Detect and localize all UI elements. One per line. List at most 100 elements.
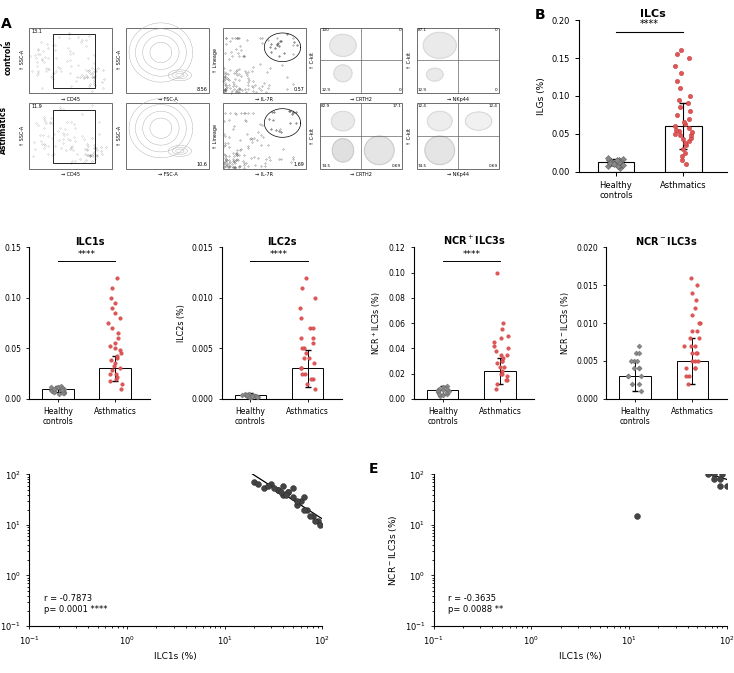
- Point: [252, 479, 264, 489]
- Point: [633, 348, 644, 359]
- Point: [299, 368, 311, 379]
- Point: [631, 511, 642, 522]
- Point: [686, 127, 698, 138]
- Point: [296, 363, 308, 374]
- Bar: [427, 390, 459, 398]
- Text: 0: 0: [495, 28, 498, 32]
- Text: → CD45: → CD45: [61, 172, 80, 178]
- Text: 0: 0: [399, 28, 401, 32]
- Point: [708, 474, 720, 485]
- Point: [653, 445, 664, 456]
- Point: [249, 390, 261, 401]
- Text: A: A: [1, 17, 12, 31]
- Text: 8.56: 8.56: [197, 87, 208, 92]
- Text: B: B: [535, 8, 545, 22]
- Point: [689, 363, 701, 374]
- Bar: [100, 369, 131, 398]
- Point: [633, 378, 644, 389]
- Point: [268, 482, 280, 493]
- Point: [437, 390, 449, 400]
- Text: 12.4: 12.4: [418, 104, 427, 108]
- Point: [433, 383, 445, 394]
- Point: [258, 482, 269, 493]
- Point: [502, 343, 514, 354]
- Y-axis label: NCR$^-$ILC3s (%): NCR$^-$ILC3s (%): [559, 291, 570, 355]
- Point: [295, 495, 307, 506]
- Point: [670, 125, 682, 135]
- Point: [676, 454, 688, 464]
- Text: ↑ SSC-A: ↑ SSC-A: [117, 126, 122, 146]
- Bar: [677, 361, 708, 398]
- Bar: [53, 34, 95, 87]
- Point: [689, 363, 701, 374]
- Point: [676, 155, 688, 166]
- Point: [310, 516, 321, 526]
- Bar: [126, 28, 208, 93]
- Point: [112, 353, 123, 363]
- Point: [692, 355, 704, 366]
- Text: → CRTH2: → CRTH2: [350, 97, 372, 102]
- Point: [246, 390, 258, 401]
- Point: [680, 363, 692, 374]
- Point: [291, 495, 303, 506]
- Point: [683, 52, 695, 63]
- Point: [683, 113, 695, 124]
- Text: 87.1: 87.1: [418, 28, 427, 32]
- Bar: [43, 388, 73, 398]
- Point: [628, 363, 639, 374]
- Text: 100: 100: [321, 28, 329, 32]
- Point: [708, 469, 720, 480]
- Point: [115, 383, 127, 394]
- Point: [676, 151, 688, 162]
- Point: [287, 482, 299, 493]
- Point: [58, 383, 70, 394]
- Point: [680, 140, 691, 151]
- Point: [110, 368, 122, 379]
- Point: [498, 318, 509, 328]
- Bar: [29, 28, 112, 93]
- Point: [305, 511, 316, 522]
- Point: [613, 154, 625, 165]
- Y-axis label: ILGs (%): ILGs (%): [537, 77, 546, 115]
- Point: [602, 153, 614, 164]
- Point: [622, 371, 634, 382]
- Point: [266, 479, 277, 489]
- Point: [610, 159, 622, 170]
- Point: [614, 162, 626, 173]
- Point: [59, 388, 70, 398]
- Point: [56, 384, 68, 395]
- Point: [675, 102, 686, 112]
- Point: [248, 477, 260, 488]
- Polygon shape: [333, 139, 354, 162]
- Bar: [484, 371, 516, 398]
- X-axis label: ILC1s (%): ILC1s (%): [559, 652, 602, 661]
- Point: [294, 303, 305, 314]
- Point: [250, 392, 262, 402]
- Text: 0.69: 0.69: [489, 164, 498, 168]
- Point: [702, 462, 714, 472]
- Point: [674, 83, 686, 94]
- Point: [684, 106, 696, 116]
- Bar: [320, 104, 402, 169]
- Bar: [619, 376, 651, 398]
- Point: [57, 382, 68, 393]
- Point: [283, 487, 294, 497]
- Point: [686, 287, 697, 298]
- Title: ILC1s: ILC1s: [75, 236, 104, 246]
- Point: [114, 312, 126, 324]
- Polygon shape: [365, 136, 394, 165]
- Point: [263, 481, 275, 491]
- Point: [277, 481, 289, 491]
- Point: [298, 504, 310, 515]
- Bar: [223, 104, 305, 169]
- Point: [117, 378, 128, 389]
- Polygon shape: [424, 32, 457, 59]
- Point: [106, 355, 117, 366]
- Point: [56, 384, 68, 395]
- Point: [693, 333, 705, 344]
- Point: [640, 441, 652, 452]
- Y-axis label: ILC2s (%): ILC2s (%): [177, 304, 186, 342]
- Point: [297, 368, 308, 379]
- Text: ↑ C-kit: ↑ C-kit: [407, 127, 412, 145]
- Text: 0.57: 0.57: [294, 87, 304, 92]
